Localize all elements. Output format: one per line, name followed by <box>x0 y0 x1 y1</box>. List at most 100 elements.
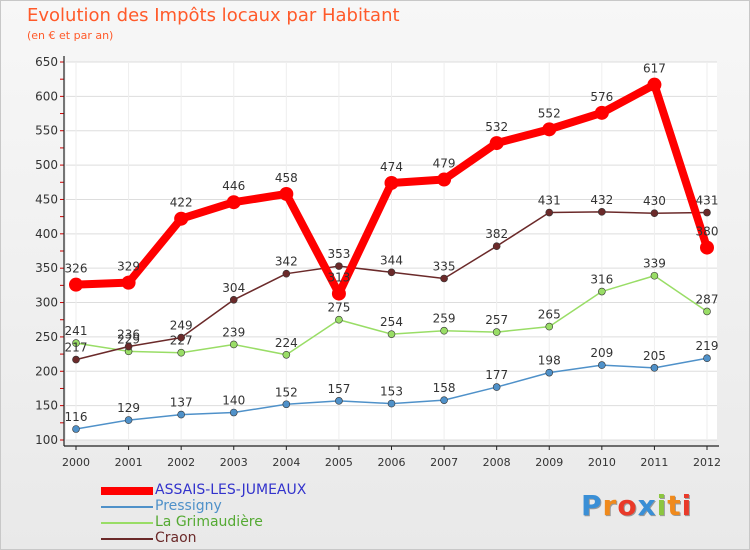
data-point <box>598 361 606 369</box>
legend-swatch <box>101 506 153 508</box>
data-point <box>598 287 606 296</box>
data-label: 152 <box>275 385 298 399</box>
y-tick-label: 350 <box>35 261 58 275</box>
data-label: 335 <box>433 259 456 273</box>
data-label: 158 <box>433 381 456 395</box>
data-point <box>545 322 554 331</box>
data-label: 257 <box>485 313 508 327</box>
data-label: 432 <box>590 193 613 207</box>
y-tick-label: 400 <box>35 227 58 241</box>
logo-letter: i <box>681 489 693 522</box>
data-point <box>387 268 396 277</box>
data-point <box>226 195 241 210</box>
y-tick-label: 200 <box>35 364 58 378</box>
x-tick-label: 2008 <box>483 456 511 469</box>
data-point <box>174 211 189 226</box>
x-tick-label: 2001 <box>115 456 143 469</box>
data-point <box>440 326 448 335</box>
x-tick-label: 2000 <box>62 456 90 469</box>
data-label: 239 <box>222 325 245 339</box>
data-label: 236 <box>117 328 140 342</box>
x-tick-label: 2003 <box>220 456 248 469</box>
data-point <box>650 271 659 280</box>
data-point <box>282 400 291 409</box>
y-tick-label: 650 <box>35 55 58 69</box>
data-label: 129 <box>117 401 140 415</box>
data-point <box>492 242 501 250</box>
data-point <box>177 410 185 419</box>
data-point <box>703 307 711 316</box>
data-point <box>440 396 448 404</box>
data-point <box>647 77 662 92</box>
data-label: 198 <box>538 354 561 368</box>
data-point <box>124 342 133 351</box>
y-tick-label: 550 <box>35 124 58 138</box>
chart-subtitle: (en € et par an) <box>27 29 114 42</box>
data-label: 205 <box>643 349 666 363</box>
data-label: 532 <box>485 120 508 134</box>
data-point <box>335 397 343 405</box>
data-label: 342 <box>275 255 298 269</box>
data-point <box>437 172 452 187</box>
data-point <box>282 269 291 278</box>
data-point <box>703 208 711 217</box>
data-label: 313 <box>327 271 350 285</box>
x-tick-label: 2002 <box>167 456 195 469</box>
logo-letter: t <box>667 489 682 522</box>
data-label: 116 <box>65 410 88 424</box>
data-point <box>282 350 291 359</box>
data-label: 287 <box>696 292 719 306</box>
data-label: 474 <box>380 160 403 174</box>
data-point <box>229 295 238 304</box>
legend-swatch <box>101 522 153 524</box>
x-tick-label: 2011 <box>640 456 668 469</box>
proxiti-logo: Proxiti <box>581 489 692 522</box>
data-point <box>545 208 554 217</box>
data-label: 382 <box>485 227 508 241</box>
data-label: 329 <box>117 260 140 274</box>
y-tick-label: 600 <box>35 89 58 103</box>
data-point <box>492 328 501 336</box>
series-assais-les-jumeaux: 326 329 422 446 458 313 474 479 532 552 576 617 380 <box>65 62 718 301</box>
data-point <box>72 339 80 347</box>
data-label: 217 <box>65 341 88 355</box>
logo-letter: x <box>637 489 657 522</box>
logo-letter: P <box>581 489 603 522</box>
y-tick-label: 100 <box>35 433 58 447</box>
x-tick-label: 2010 <box>588 456 616 469</box>
data-point <box>279 186 294 201</box>
data-point <box>384 175 399 190</box>
data-label: 353 <box>327 247 350 261</box>
y-tick-label: 250 <box>35 330 58 344</box>
y-tick-label: 450 <box>35 192 58 206</box>
data-point <box>229 340 238 349</box>
y-tick-label: 300 <box>35 296 58 310</box>
data-point <box>335 315 343 324</box>
data-label: 254 <box>380 315 403 329</box>
legend-label: Pressigny <box>155 498 222 514</box>
data-label: 153 <box>380 385 403 399</box>
data-label: 430 <box>643 194 666 208</box>
x-tick-label: 2006 <box>378 456 406 469</box>
data-label: 157 <box>327 382 350 396</box>
data-label: 249 <box>170 319 193 333</box>
data-label: 304 <box>222 281 245 295</box>
data-label: 431 <box>538 194 561 208</box>
data-label: 316 <box>590 273 613 287</box>
data-label: 339 <box>643 257 666 271</box>
data-label: 137 <box>170 396 193 410</box>
data-label: 219 <box>696 339 719 353</box>
series-craon: 217 236 249 304 342 353 344 335 382 431 432 430 431 <box>65 193 718 364</box>
data-point <box>545 368 554 377</box>
data-label: 344 <box>380 253 403 267</box>
data-point <box>703 354 711 363</box>
data-label: 224 <box>275 336 298 350</box>
x-tick-label: 2009 <box>535 456 563 469</box>
data-point <box>489 136 504 151</box>
data-point <box>598 208 606 216</box>
data-label: 326 <box>65 262 88 276</box>
data-label: 209 <box>590 346 613 360</box>
data-point <box>335 262 343 270</box>
data-point <box>177 348 185 357</box>
